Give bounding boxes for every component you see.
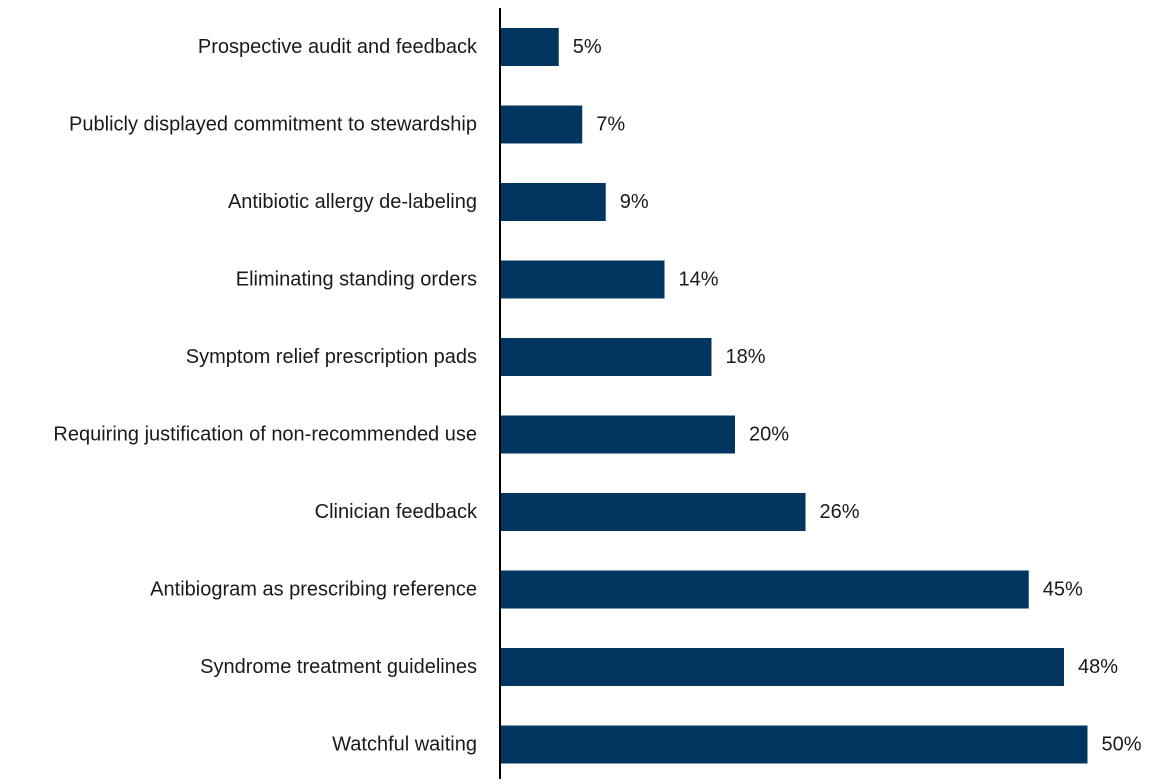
- category-label-3: Eliminating standing orders: [236, 269, 477, 291]
- category-label-7: Antibiogram as prescribing reference: [150, 579, 477, 601]
- category-label-8: Syndrome treatment guidelines: [200, 656, 477, 678]
- bar-3: [500, 260, 665, 299]
- category-label-9: Watchful waiting: [332, 734, 477, 756]
- value-label-4: 18%: [726, 346, 766, 368]
- bar-6: [500, 493, 806, 531]
- category-label-6: Clinician feedback: [315, 501, 478, 523]
- bar-2: [500, 183, 606, 221]
- value-label-2: 9%: [620, 191, 649, 213]
- category-label-2: Antibiotic allergy de-labeling: [228, 191, 477, 213]
- bar-1: [500, 105, 583, 144]
- value-label-0: 5%: [573, 36, 602, 58]
- value-label-8: 48%: [1078, 656, 1118, 678]
- bar-7: [500, 570, 1029, 609]
- bar-8: [500, 648, 1064, 686]
- bar-5: [500, 415, 735, 454]
- value-label-5: 20%: [749, 424, 789, 446]
- bar-9: [500, 725, 1088, 764]
- labels-layer: Prospective audit and feedback 5% Publicly…: [53, 36, 1141, 756]
- category-label-5: Requiring justification of non-recommend…: [53, 424, 477, 446]
- value-label-3: 14%: [679, 269, 719, 291]
- bar-0: [500, 28, 559, 66]
- value-label-6: 26%: [820, 501, 860, 523]
- bars-layer: [500, 28, 1088, 764]
- category-label-1: Publicly displayed commitment to steward…: [69, 114, 477, 136]
- bar-4: [500, 338, 712, 376]
- value-label-9: 50%: [1102, 734, 1142, 756]
- category-label-0: Prospective audit and feedback: [198, 36, 478, 58]
- category-label-4: Symptom relief prescription pads: [186, 346, 477, 368]
- value-label-1: 7%: [596, 114, 625, 136]
- value-label-7: 45%: [1043, 579, 1083, 601]
